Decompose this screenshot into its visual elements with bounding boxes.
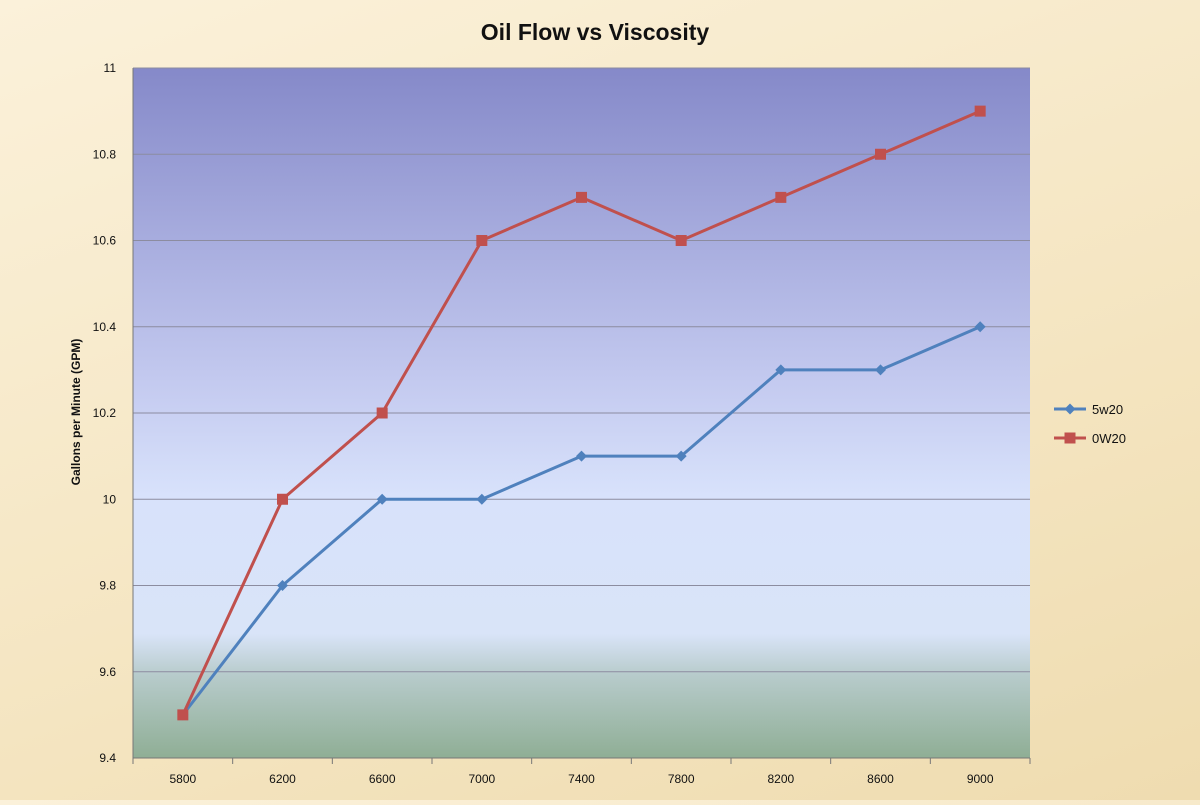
data-point-0w20 (775, 191, 787, 203)
x-tick-label: 7400 (568, 772, 595, 786)
data-point-5w20 (376, 493, 388, 505)
data-point-5w20 (974, 321, 986, 333)
y-tick-label: 9.8 (99, 579, 116, 593)
legend: 5w20 0W20 (1054, 402, 1126, 446)
axes: 9.4 9.6 9.8 10 10.2 10.4 10.6 10.8 11 5800 6200 660… (93, 61, 1031, 786)
x-tick-label: 6200 (269, 772, 296, 786)
legend-label-0w20: 0W20 (1092, 431, 1126, 446)
y-tick-label: 9.4 (99, 751, 116, 765)
data-point-0w20 (476, 235, 488, 246)
y-tick-label: 10 (103, 492, 117, 506)
y-tick-label: 11 (104, 61, 117, 75)
data-point-5w20 (476, 493, 488, 505)
data-point-5w20 (277, 580, 288, 591)
data-point-0w20 (576, 191, 587, 203)
y-tick-label: 9.6 (99, 665, 116, 679)
data-point-0w20 (675, 235, 687, 246)
series-5w20 (177, 321, 986, 721)
x-tick-label: 6600 (369, 772, 396, 786)
x-tick-label: 5800 (169, 772, 196, 786)
x-tick-label: 7000 (468, 772, 495, 786)
data-point-5w20 (875, 364, 886, 376)
x-tick-label: 8200 (767, 772, 794, 786)
data-point-5w20 (576, 450, 587, 462)
y-tick-label: 10.4 (93, 320, 117, 334)
y-tick-label: 10.6 (93, 234, 117, 248)
data-point-5w20 (775, 364, 787, 376)
y-tick-label: 10.2 (93, 406, 117, 420)
x-tick-label: 8600 (867, 772, 894, 786)
chart-title: Oil Flow vs Viscosity (481, 19, 710, 45)
data-point-0w20 (277, 493, 288, 505)
data-point-5w20 (675, 450, 687, 462)
legend-marker-5w20 (1064, 403, 1076, 415)
series (177, 105, 986, 721)
data-point-0w20 (974, 105, 986, 117)
legend-marker-0w20 (1064, 432, 1076, 444)
series-0w20 (177, 105, 986, 721)
data-point-0w20 (875, 148, 886, 160)
data-point-0w20 (177, 709, 189, 721)
x-tick-label: 9000 (967, 772, 994, 786)
y-axis-label: Gallons per Minute (GPM) (69, 339, 83, 486)
x-tick-label: 7800 (668, 772, 695, 786)
data-point-0w20 (376, 407, 388, 419)
y-tick-label: 10.8 (93, 147, 117, 161)
legend-item-5w20: 5w20 (1054, 402, 1123, 417)
legend-item-0w20: 0W20 (1054, 431, 1126, 446)
legend-label-5w20: 5w20 (1092, 402, 1123, 417)
